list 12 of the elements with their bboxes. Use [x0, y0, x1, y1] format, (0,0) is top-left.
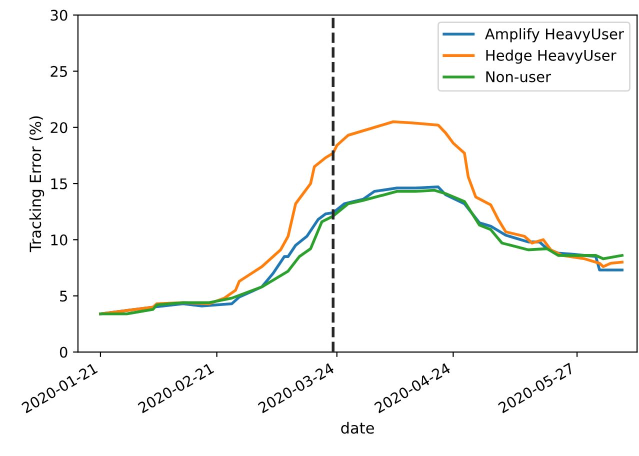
- y-tick-label: 25: [50, 66, 67, 77]
- y-tick-label: 15: [51, 178, 67, 190]
- y-tick-label: 5: [60, 290, 67, 302]
- y-axis-title: Tracking Error (%): [29, 116, 44, 252]
- legend-label: Non-user: [486, 71, 552, 82]
- x-axis-title: date: [341, 422, 374, 434]
- y-tick-label: 30: [50, 10, 68, 21]
- legend-label: Hedge HeavyUser: [486, 50, 616, 64]
- legend-label: Amplify HeavyUser: [485, 28, 624, 42]
- y-tick-label: 0: [60, 346, 68, 358]
- y-tick-label: 20: [50, 122, 68, 134]
- y-tick-label: 10: [51, 234, 68, 246]
